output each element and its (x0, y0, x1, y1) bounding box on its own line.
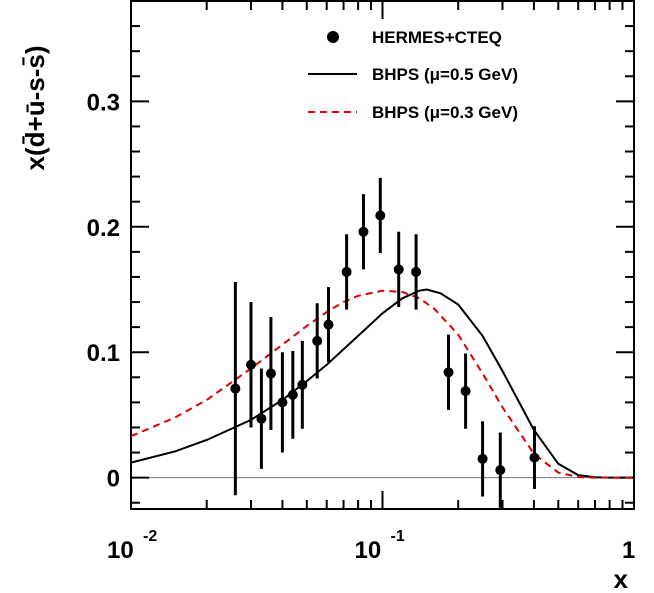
data-point (495, 465, 506, 476)
curves (130, 288, 634, 479)
legend: HERMES+CTEQ BHPS (μ=0.5 GeV) BHPS (μ=0.3 G… (308, 28, 518, 122)
x-tick-label-exponent: -2 (143, 528, 157, 545)
y-tick-labels: 0 0.1 0.2 0.3 (87, 89, 120, 492)
data-point (230, 383, 241, 394)
y-axis-ticks (131, 0, 634, 504)
y-tick-label: 0 (107, 466, 120, 493)
x-axis-ticks (130, 1, 635, 509)
data-point (443, 367, 454, 378)
y-axis-title: x(d̄+ū-s-s̄) (20, 46, 50, 171)
data-point (393, 264, 404, 275)
data-point (312, 335, 323, 346)
x-tick-label-base: 1 (622, 537, 635, 564)
data-point (477, 453, 488, 464)
x-axis-title: x (614, 564, 629, 593)
legend-label: BHPS (μ=0.5 GeV) (372, 65, 518, 84)
legend-label: BHPS (μ=0.3 GeV) (372, 103, 518, 122)
data-point (245, 359, 256, 370)
data-point (460, 386, 471, 397)
y-tick-label: 0.1 (87, 340, 120, 367)
data-point (265, 368, 276, 379)
data-point (411, 266, 422, 277)
data-point (297, 379, 308, 390)
data-point (375, 210, 386, 221)
data-point (277, 397, 288, 408)
x-tick-label-exponent: -1 (391, 528, 405, 545)
x-tick-label-base: 10 (355, 537, 382, 564)
data-point (287, 389, 298, 400)
y-tick-label: 0.2 (87, 215, 120, 242)
y-tick-label: 0.3 (87, 89, 120, 116)
bhps-curve-dashed (130, 289, 634, 479)
data-point (358, 226, 369, 237)
data-point (256, 413, 267, 424)
bhps-curve-solid (130, 288, 634, 479)
legend-label: HERMES+CTEQ (372, 28, 502, 47)
data-points (230, 177, 540, 508)
x-tick-labels: 10 -2 10 -1 1 (107, 528, 635, 564)
data-point (529, 452, 540, 463)
data-point (341, 266, 352, 277)
x-tick-label-base: 10 (107, 537, 134, 564)
data-point (323, 319, 334, 330)
legend-marker-points (327, 31, 339, 43)
